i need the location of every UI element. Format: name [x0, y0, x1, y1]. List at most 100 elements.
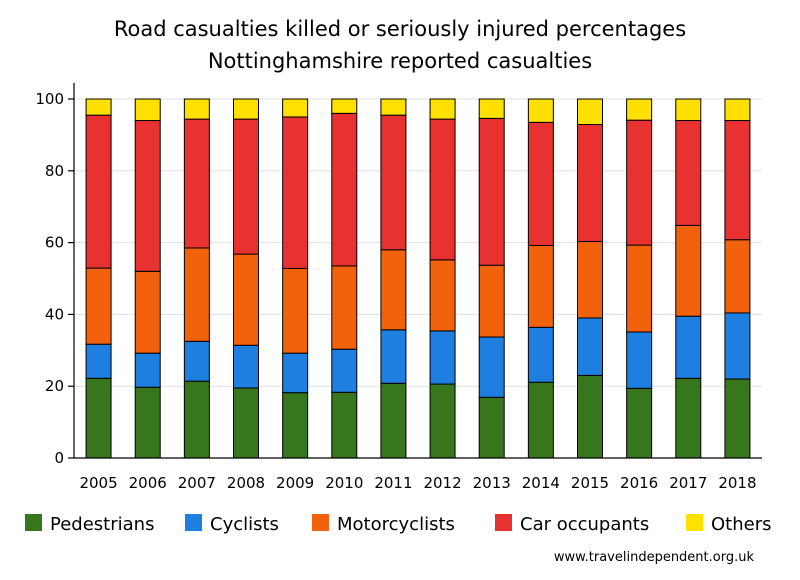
- bar-stack-2013: [478, 98, 505, 459]
- bar-pedestrians-2017: [675, 377, 702, 459]
- bar-stack-2006: [134, 98, 161, 459]
- bar-stack-2012: [429, 98, 456, 459]
- bar-stack-2015: [577, 98, 603, 459]
- legend-swatch: [185, 514, 202, 531]
- bar-pedestrians-2009: [282, 392, 309, 459]
- bar-stack-2009: [282, 98, 309, 459]
- x-tick-label: 2007: [178, 474, 216, 492]
- bar-others-2007: [183, 98, 210, 120]
- bar-cyclists-2013: [478, 336, 505, 398]
- bar-pedestrians-2010: [331, 391, 358, 459]
- legend-label: Car occupants: [520, 514, 649, 535]
- bar-stack-2010: [331, 98, 358, 459]
- bar-car-occupants-2017: [675, 120, 702, 226]
- legend-item-car-occupants: Car occupants: [495, 514, 649, 535]
- bar-motorcyclists-2010: [331, 265, 358, 350]
- bar-others-2016: [626, 98, 653, 121]
- bar-stack-2005: [85, 98, 112, 459]
- axis-layer: 0 20 40 60 80 100 2005 2006 2007 2008 2009 2010 2011…: [35, 83, 762, 492]
- bar-others-2017: [675, 98, 702, 122]
- legend-item-pedestrians: Pedestrians: [25, 514, 154, 535]
- legend-item-motorcyclists: Motorcyclists: [312, 514, 455, 535]
- legend-label: Others: [711, 514, 772, 535]
- x-tick-label: 2015: [571, 474, 609, 492]
- bar-pedestrians-2006: [134, 386, 161, 459]
- y-tick-label: 60: [45, 234, 64, 252]
- x-tick-label: 2014: [522, 474, 560, 492]
- x-tick-label: 2011: [374, 474, 412, 492]
- y-tick-label: 100: [35, 90, 64, 108]
- bar-stack-2008: [233, 98, 259, 459]
- bar-motorcyclists-2015: [577, 241, 603, 319]
- bar-pedestrians-2015: [577, 374, 603, 459]
- legend-label: Cyclists: [210, 514, 279, 535]
- bar-car-occupants-2006: [134, 120, 161, 272]
- bar-pedestrians-2008: [233, 387, 259, 459]
- x-tick-label: 2005: [79, 474, 117, 492]
- bar-pedestrians-2013: [478, 396, 505, 459]
- legend-swatch: [25, 514, 42, 531]
- bar-motorcyclists-2014: [527, 244, 554, 328]
- chart-title-line-2: Nottinghamshire reported casualties: [208, 49, 592, 73]
- bar-cyclists-2016: [626, 331, 653, 389]
- x-tick-label: 2018: [718, 474, 756, 492]
- bar-others-2005: [85, 98, 112, 116]
- bar-car-occupants-2005: [85, 114, 112, 269]
- bar-car-occupants-2014: [527, 121, 554, 246]
- grid-layer: [74, 98, 762, 387]
- legend-label: Motorcyclists: [337, 514, 455, 535]
- legend-item-others: Others: [686, 514, 772, 535]
- bar-motorcyclists-2018: [724, 239, 751, 314]
- legend: Pedestrians Cyclists Motorcyclists Car occu…: [25, 514, 772, 535]
- x-tick-label: 2008: [227, 474, 265, 492]
- bar-cyclists-2017: [675, 315, 702, 379]
- bar-motorcyclists-2013: [478, 264, 505, 338]
- x-tick-label: 2006: [129, 474, 167, 492]
- bar-stack-2018: [724, 98, 751, 459]
- bar-car-occupants-2008: [233, 118, 259, 255]
- x-tick-label: 2013: [473, 474, 511, 492]
- bar-car-occupants-2015: [577, 123, 603, 243]
- bar-others-2008: [233, 98, 259, 120]
- legend-swatch: [686, 514, 703, 531]
- bar-others-2006: [134, 98, 161, 122]
- bar-others-2018: [724, 98, 751, 122]
- bar-car-occupants-2007: [183, 118, 210, 249]
- legend-swatch: [495, 514, 512, 531]
- bar-others-2011: [380, 98, 407, 116]
- bar-cyclists-2005: [85, 343, 112, 379]
- legend-item-cyclists: Cyclists: [185, 514, 279, 535]
- bar-others-2013: [478, 98, 505, 119]
- bar-motorcyclists-2005: [85, 267, 112, 345]
- x-tick-label: 2010: [325, 474, 363, 492]
- bar-motorcyclists-2016: [626, 244, 653, 333]
- x-tick-label: 2012: [423, 474, 461, 492]
- bar-others-2014: [527, 98, 554, 123]
- bar-cyclists-2007: [183, 340, 210, 382]
- bar-car-occupants-2013: [478, 117, 505, 266]
- bar-pedestrians-2018: [724, 378, 751, 459]
- chart-title-line-1: Road casualties killed or seriously inju…: [114, 17, 686, 41]
- bar-cyclists-2009: [282, 352, 309, 394]
- bar-pedestrians-2016: [626, 387, 653, 459]
- bar-motorcyclists-2017: [675, 224, 702, 317]
- bar-stack-2007: [183, 98, 210, 459]
- x-tick-label: 2016: [620, 474, 658, 492]
- bar-car-occupants-2016: [626, 119, 653, 246]
- bar-cyclists-2008: [233, 344, 259, 389]
- bar-stack-2017: [675, 98, 702, 459]
- bar-motorcyclists-2009: [282, 267, 309, 354]
- bar-car-occupants-2012: [429, 118, 456, 261]
- x-tick-label: 2009: [276, 474, 314, 492]
- bar-motorcyclists-2007: [183, 247, 210, 342]
- bar-car-occupants-2010: [331, 112, 358, 267]
- y-tick-label: 20: [45, 377, 64, 395]
- bar-stack-2016: [626, 98, 653, 459]
- bar-motorcyclists-2006: [134, 270, 161, 354]
- bar-others-2015: [577, 98, 603, 125]
- bar-others-2010: [331, 98, 358, 114]
- bars-layer: [85, 98, 751, 459]
- bar-pedestrians-2011: [380, 382, 407, 459]
- bar-car-occupants-2018: [724, 120, 751, 241]
